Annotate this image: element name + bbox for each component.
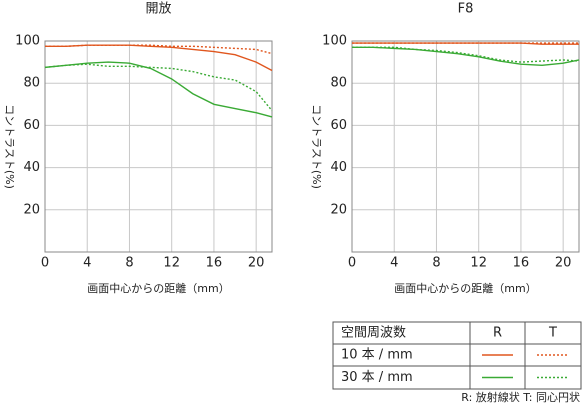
- table-row-label: 30 本 / mm: [341, 370, 413, 385]
- x-tick-label: 0: [348, 256, 356, 271]
- chart-title: F8: [458, 2, 474, 17]
- y-axis-label: コントラスト(%): [310, 104, 323, 189]
- mtf-line: [45, 44, 273, 55]
- y-tick-label: 80: [23, 76, 40, 91]
- x-axis-label: 画面中心からの距離（mm）: [394, 281, 536, 295]
- x-tick-label: 4: [83, 256, 91, 271]
- y-tick-label: 100: [322, 34, 347, 49]
- plot-frame: [351, 40, 580, 253]
- mtf-line: [44, 63, 273, 112]
- x-tick-label: 8: [125, 256, 133, 271]
- y-tick-label: 60: [23, 118, 40, 133]
- table-row-label: 10 本 / mm: [341, 348, 413, 363]
- x-tick-label: 4: [390, 256, 398, 271]
- y-tick-label: 20: [23, 202, 40, 217]
- x-tick-label: 16: [513, 256, 530, 271]
- x-axis-label: 画面中心からの距離（mm）: [87, 281, 229, 295]
- x-tick-label: 20: [555, 256, 572, 271]
- y-tick-label: 20: [330, 202, 347, 217]
- x-tick-label: 0: [41, 256, 49, 271]
- mtf-line: [44, 61, 273, 118]
- table-header: T: [548, 326, 557, 341]
- y-tick-label: 80: [330, 76, 347, 91]
- mtf-line: [45, 44, 273, 72]
- x-tick-label: 12: [470, 256, 487, 271]
- y-tick-label: 40: [330, 160, 347, 175]
- x-tick-label: 8: [432, 256, 440, 271]
- x-tick-label: 12: [163, 256, 180, 271]
- x-tick-label: 20: [248, 256, 265, 271]
- y-tick-label: 40: [23, 160, 40, 175]
- table-header: 空間周波数: [341, 326, 406, 341]
- y-tick-label: 100: [15, 34, 40, 49]
- y-axis-label: コントラスト(%): [3, 104, 16, 189]
- mtf-line: [352, 46, 580, 66]
- footnote: R: 放射線状 T: 同心円状: [461, 390, 580, 404]
- table-header: R: [493, 326, 502, 341]
- chart-title: 開放: [145, 2, 171, 17]
- x-tick-label: 16: [206, 256, 223, 271]
- mtf-line: [352, 46, 580, 63]
- plot-frame: [44, 40, 273, 253]
- legend-table: [332, 321, 582, 390]
- y-tick-label: 60: [330, 118, 347, 133]
